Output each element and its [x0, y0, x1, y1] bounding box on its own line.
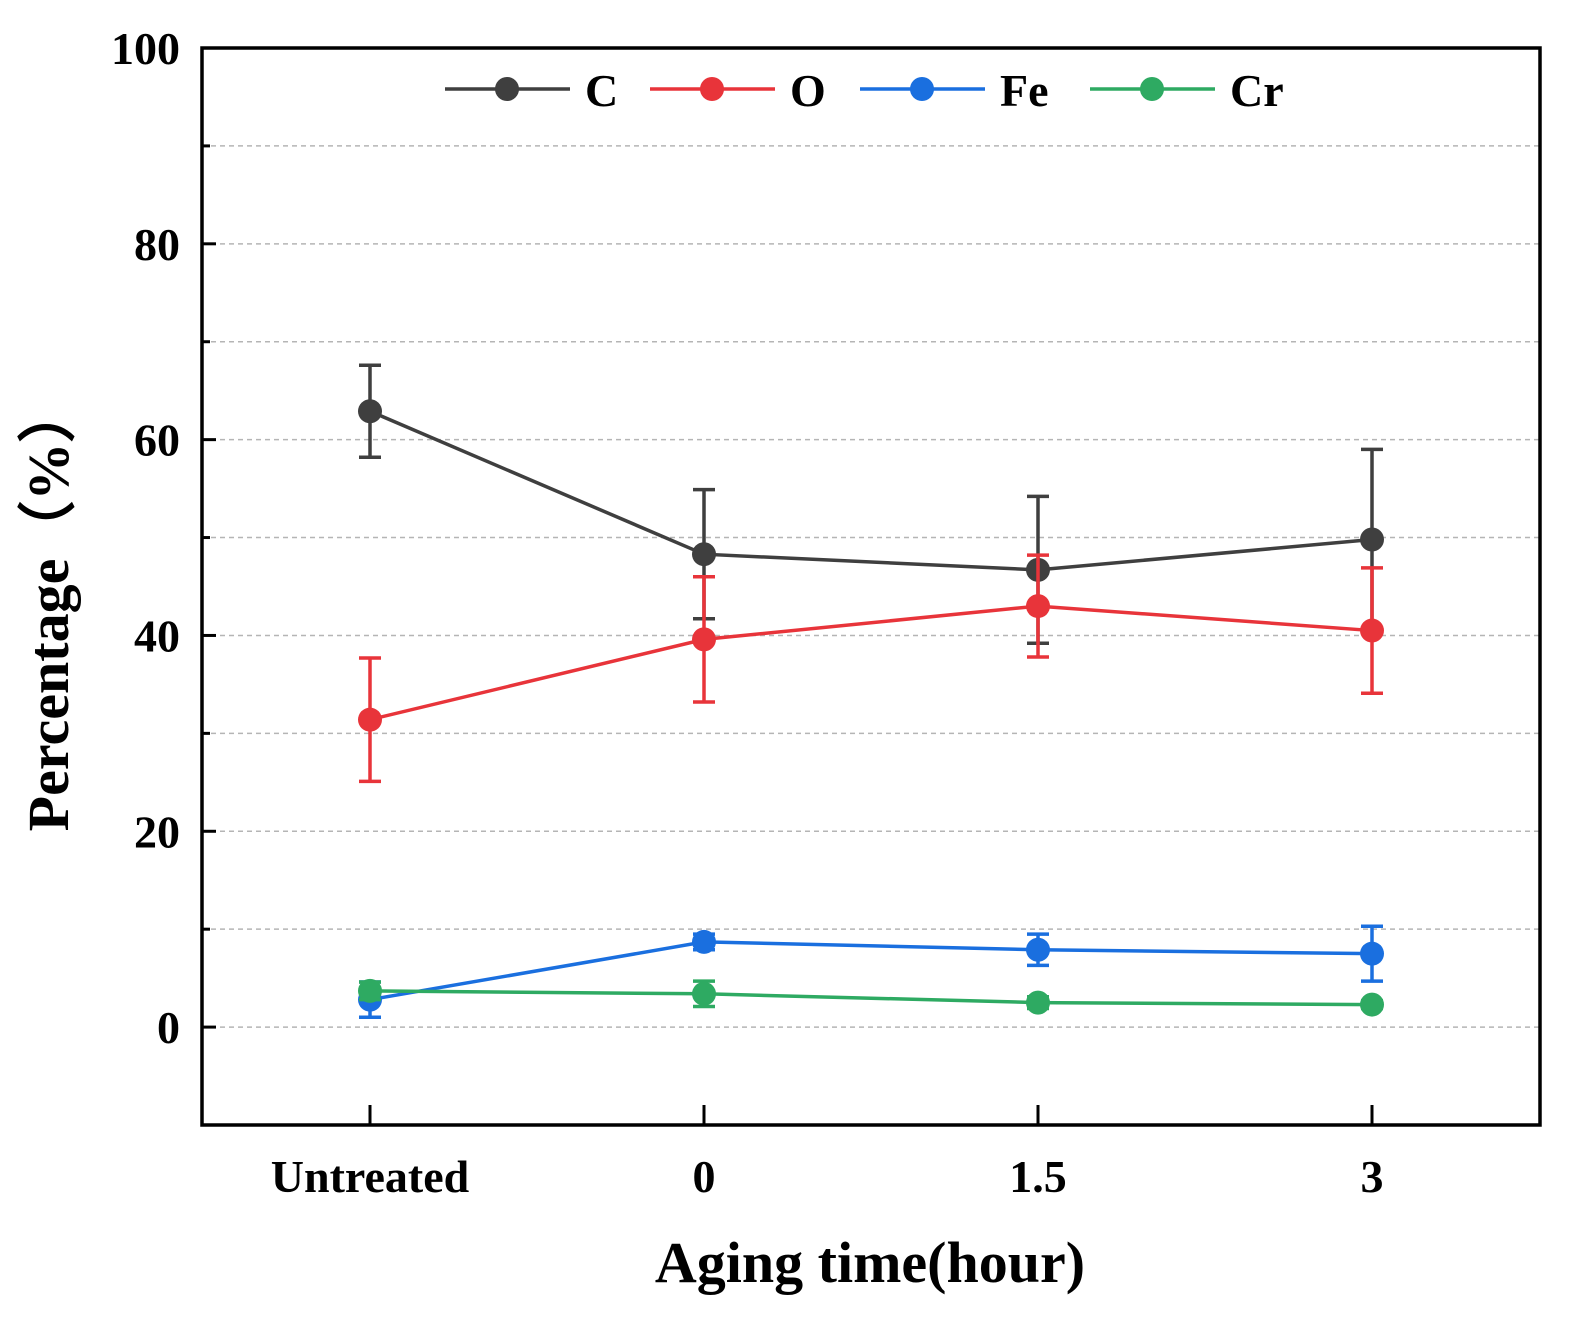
- grid-lines: [202, 145, 1540, 1028]
- legend-label: Fe: [1000, 65, 1049, 116]
- data-point: [1360, 527, 1384, 552]
- y-tick-label: 100: [111, 23, 180, 74]
- data-point: [692, 929, 716, 954]
- legend-item-o: O: [650, 65, 826, 116]
- legend-marker: [495, 77, 519, 101]
- y-tick-label: 0: [157, 1002, 180, 1053]
- legend: C O Fe Cr: [445, 65, 1284, 116]
- y-tick-label: 80: [134, 219, 180, 270]
- data-point: [692, 981, 716, 1006]
- data-point: [1360, 941, 1384, 966]
- series-cr: [358, 978, 1384, 1017]
- data-point: [1360, 618, 1384, 643]
- series-o: [358, 553, 1384, 784]
- data-point: [358, 707, 382, 732]
- legend-label: Cr: [1230, 65, 1284, 116]
- series: [358, 363, 1384, 1020]
- data-point: [1026, 937, 1050, 962]
- legend-item-cr: Cr: [1090, 65, 1284, 116]
- data-point: [1026, 594, 1050, 619]
- series-line: [369, 940, 1373, 1002]
- x-tick-label: 3: [1361, 1151, 1384, 1202]
- legend-marker: [700, 77, 724, 101]
- x-axis-title: Aging time(hour): [655, 1230, 1085, 1295]
- x-tick-label: 1.5: [1009, 1151, 1067, 1202]
- y-tick-label: 60: [134, 415, 180, 466]
- legend-item-c: C: [445, 65, 618, 116]
- series-c: [358, 363, 1384, 646]
- data-point: [692, 627, 716, 652]
- data-point: [358, 399, 382, 424]
- data-point: [1026, 990, 1050, 1015]
- series-fe: [358, 924, 1384, 1020]
- plot-frame: [200, 46, 1542, 1127]
- y-tick-label: 40: [134, 610, 180, 661]
- x-tick-label: Untreated: [271, 1151, 470, 1202]
- data-point: [692, 542, 716, 567]
- series-line: [369, 409, 1373, 572]
- x-tick-label: 0: [693, 1151, 716, 1202]
- series-line: [369, 989, 1373, 1007]
- data-point: [358, 978, 382, 1003]
- legend-marker: [1140, 77, 1164, 101]
- legend-marker: [910, 77, 934, 101]
- legend-item-fe: Fe: [860, 65, 1049, 116]
- data-point: [1360, 992, 1384, 1017]
- legend-label: C: [585, 65, 618, 116]
- series-line: [369, 604, 1373, 722]
- legend-label: O: [790, 65, 826, 116]
- axes: 0 20 40 60 80 100 Untreated 0 1.5 3: [111, 23, 1542, 1202]
- y-axis-title: Percentage（%）: [16, 385, 81, 832]
- y-tick-label: 20: [134, 806, 180, 857]
